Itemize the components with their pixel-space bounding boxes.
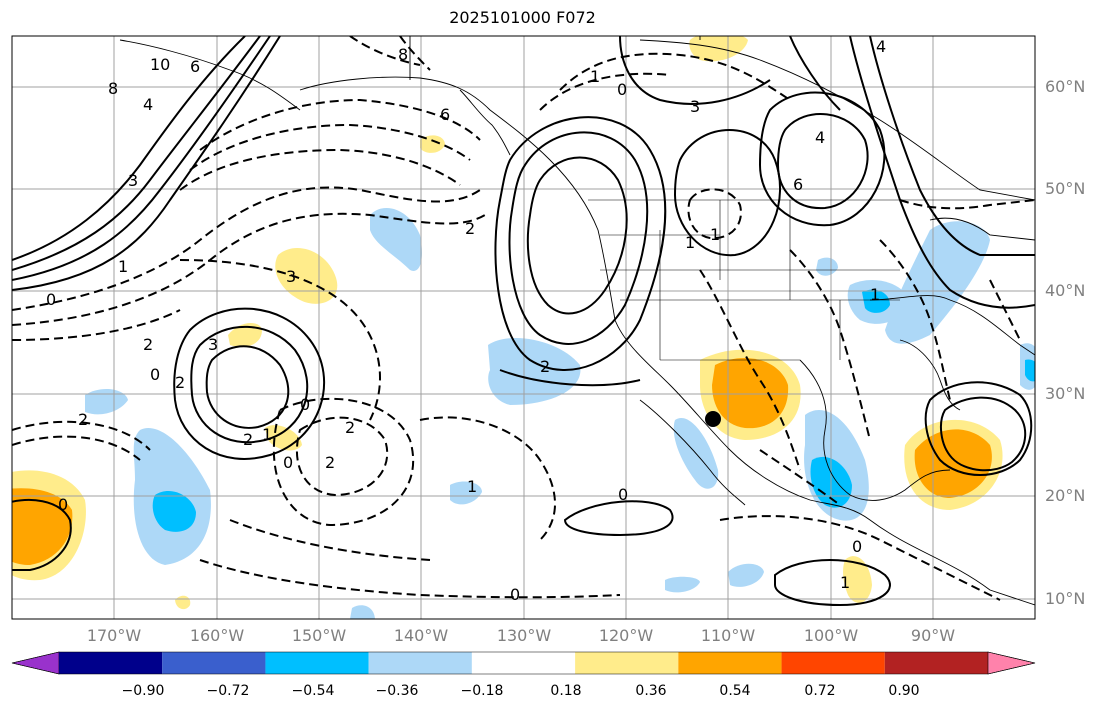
dashed-contours — [12, 36, 1035, 601]
lat-label: 30°N — [1045, 384, 1086, 403]
lon-label: 160°W — [189, 626, 245, 645]
contour-label: 1 — [710, 225, 720, 244]
contour-label: 1 — [467, 477, 477, 496]
lon-label: 100°W — [803, 626, 859, 645]
contour-label: 3 — [690, 97, 700, 116]
colorbar-tick: −0.18 — [460, 683, 504, 699]
colorbar-tick: −0.36 — [375, 683, 419, 699]
colorbar-tick: 0.36 — [635, 683, 667, 699]
contour-label: 6 — [793, 175, 803, 194]
contour-label: 3 — [208, 335, 218, 354]
map-title: 2025101000 F072 — [449, 8, 596, 27]
contour-label: 2 — [465, 219, 475, 238]
colorbar-extend-low — [11, 651, 60, 675]
lon-label: 170°W — [86, 626, 142, 645]
contour-label: 2 — [540, 357, 550, 376]
colorbar — [11, 651, 1036, 675]
solid-contours — [12, 36, 1035, 607]
colorbar-segment — [59, 652, 163, 674]
graticule — [12, 36, 1035, 619]
colorbar-tick: 0.18 — [550, 683, 582, 699]
lon-label: 120°W — [598, 626, 654, 645]
colorbar-segment — [368, 652, 472, 674]
contour-label: 3 — [286, 267, 296, 286]
colorbar-tick: 0.90 — [888, 683, 920, 699]
contour-label: 1 — [840, 573, 850, 592]
colorbar-tick: −0.90 — [121, 683, 165, 699]
contour-label: 2 — [175, 373, 185, 392]
contour-label: 4 — [143, 95, 153, 114]
lon-label: 140°W — [393, 626, 449, 645]
colorbar-tick: −0.72 — [206, 683, 250, 699]
contour-label: 10 — [150, 55, 170, 74]
contour-label: 1 — [685, 233, 695, 252]
contour-label: 0 — [58, 495, 68, 514]
contour-label: 8 — [398, 45, 408, 64]
lon-label: 130°W — [496, 626, 552, 645]
lon-label: 110°W — [700, 626, 756, 645]
contour-label: 4 — [815, 128, 825, 147]
colorbar-segment — [678, 652, 782, 674]
contour-label: 3 — [128, 171, 138, 190]
contour-label: 0 — [510, 585, 520, 604]
contour-labels: 8 10 6 4 3 1 0 2 8 4 6 1 0 3 4 6 2 3 2 0… — [46, 37, 886, 604]
contour-label: 0 — [852, 537, 862, 556]
contour-label: 2 — [325, 453, 335, 472]
contour-label: 0 — [617, 80, 627, 99]
colorbar-tick: 0.54 — [719, 683, 751, 699]
contour-label: 0 — [150, 365, 160, 384]
shading-positive — [12, 36, 1003, 610]
contour-label: 2 — [243, 430, 253, 449]
contour-label: 0 — [300, 395, 310, 414]
colorbar-segment — [884, 652, 988, 674]
colorbar-segment — [162, 652, 266, 674]
contour-label: 1 — [118, 257, 128, 276]
colorbar-segment — [265, 652, 369, 674]
lon-label: 90°W — [910, 626, 956, 645]
lat-label: 10°N — [1045, 589, 1086, 608]
colorbar-extend-high — [987, 651, 1036, 675]
lat-label: 60°N — [1045, 77, 1086, 96]
lat-label: 40°N — [1045, 281, 1086, 300]
colorbar-tick: −0.54 — [291, 683, 335, 699]
contour-label: 2 — [345, 418, 355, 437]
lon-label: 150°W — [291, 626, 347, 645]
station-dot — [705, 411, 721, 427]
contour-label: 0 — [283, 453, 293, 472]
contour-label: 0 — [46, 290, 56, 309]
lat-label: 50°N — [1045, 179, 1086, 198]
contour-label: 1 — [262, 425, 272, 444]
contour-label: 8 — [108, 79, 118, 98]
lat-label: 20°N — [1045, 486, 1086, 505]
contour-label: 6 — [190, 57, 200, 76]
contour-label: 0 — [618, 485, 628, 504]
contour-label: 1 — [590, 67, 600, 86]
colorbar-segment — [781, 652, 885, 674]
colorbar-segment — [575, 652, 679, 674]
colorbar-segment — [471, 652, 576, 674]
contour-label: 1 — [870, 285, 880, 304]
contour-label: 2 — [143, 335, 153, 354]
colorbar-outline — [11, 651, 1036, 675]
contour-label: 6 — [440, 105, 450, 124]
contour-label: 2 — [78, 410, 88, 429]
colorbar-tick: 0.72 — [804, 683, 836, 699]
state-borders — [588, 199, 1035, 361]
contour-label: 4 — [876, 37, 886, 56]
